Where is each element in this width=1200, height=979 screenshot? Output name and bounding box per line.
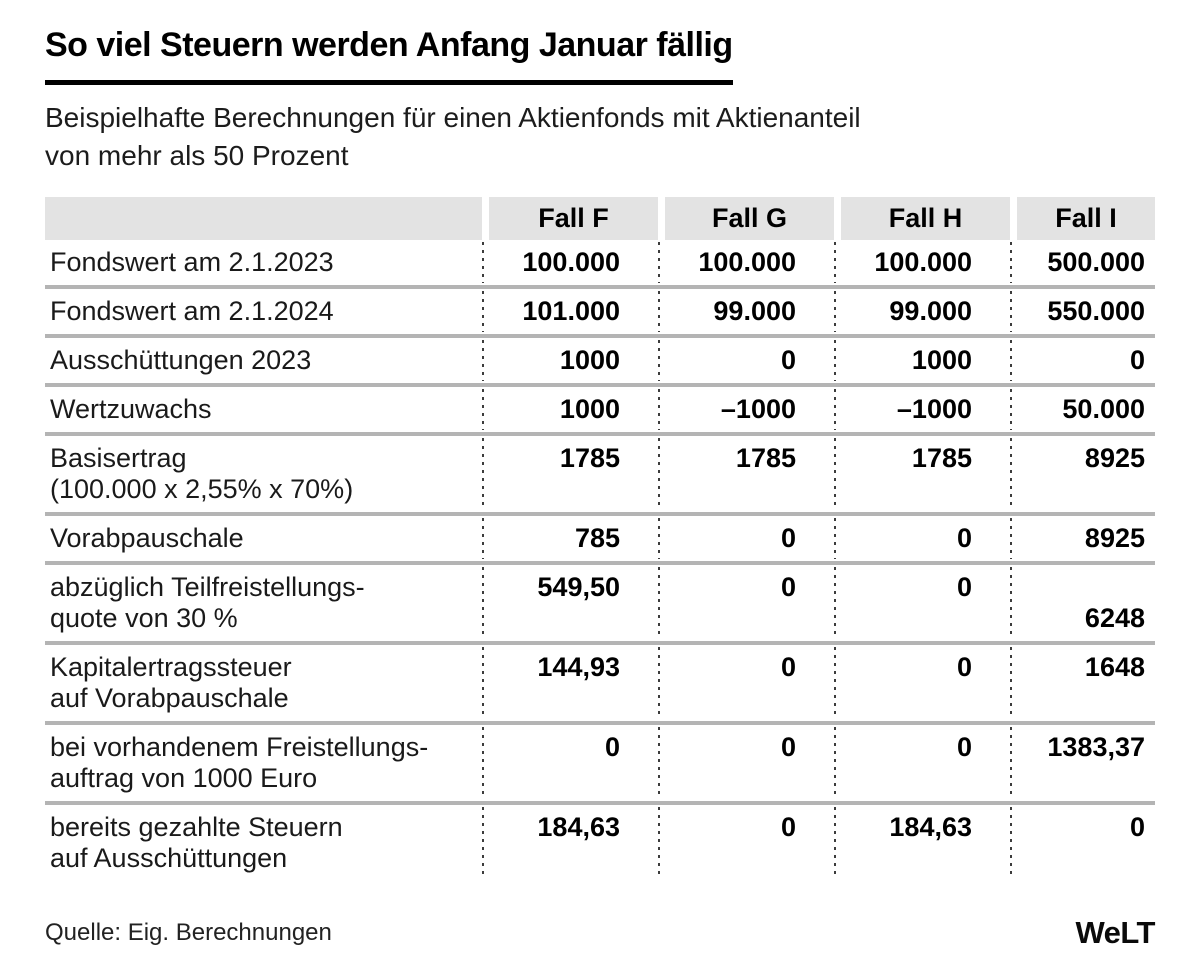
value-cell: 144,93 [482,647,658,720]
chart-subtitle: Beispielhafte Berechnungen für einen Akt… [45,102,861,172]
row-label: abzüglich Teilfreistellungs- quote von 3… [50,572,365,634]
value-cell: 50.000 [1010,389,1155,431]
value-cell: 1000 [834,340,1010,382]
value-cell: 0 [482,727,658,800]
row-label: Ausschüttungen 2023 [50,345,312,376]
row-label: Basisertrag (100.000 x 2,55% x 70%) [50,443,354,505]
row-label: bereits gezahlte Steuern auf Ausschüttun… [50,812,343,874]
table-row: Fondswert am 2.1.2023 100.000 100.000 10… [45,240,1155,285]
row-label: Kapitalertragssteuer auf Vorabpauschale [50,652,292,714]
value-cell: –1000 [834,389,1010,431]
row-label: Fondswert am 2.1.2023 [50,247,334,278]
welt-logo: WeLT [1075,915,1155,951]
value-cell: 8925 [1010,438,1155,511]
value-cell: 1383,37 [1010,727,1155,800]
value-cell: 0 [1010,340,1155,382]
value-cell: 0 [658,340,834,382]
value-cell: 785 [482,518,658,560]
value-cell: 184,63 [482,807,658,877]
value-cell: 1648 [1010,647,1155,720]
value-cell: 1785 [834,438,1010,511]
value-cell: 100.000 [834,242,1010,284]
value-cell: 1785 [482,438,658,511]
chart-footer: Quelle: Eig. Berechnungen WeLT [45,915,1155,951]
value-cell: 0 [658,727,834,800]
table-row: bei vorhandenem Freistellungs- auftrag v… [45,721,1155,801]
value-cell: 99.000 [658,291,834,333]
value-cell: 500.000 [1010,242,1155,284]
row-label: Fondswert am 2.1.2024 [50,296,334,327]
value-cell: 0 [834,727,1010,800]
table-row: Kapitalertragssteuer auf Vorabpauschale … [45,641,1155,721]
value-cell: 0 [658,647,834,720]
value-cell: 550.000 [1010,291,1155,333]
value-cell: 0 [1010,807,1155,877]
value-cell: 6248 [1010,567,1155,640]
table-row: Fondswert am 2.1.2024 101.000 99.000 99.… [45,285,1155,334]
value-cell: 1000 [482,340,658,382]
row-label: Vorabpauschale [50,523,244,554]
table-row: Wertzuwachs 1000 –1000 –1000 50.000 [45,383,1155,432]
table-row: Vorabpauschale 785 0 0 8925 [45,512,1155,561]
value-cell: 100.000 [658,242,834,284]
column-header-empty [45,197,482,241]
value-cell: 184,63 [834,807,1010,877]
chart-title: So viel Steuern werden Anfang Januar fäl… [45,26,733,86]
value-cell: 0 [658,567,834,640]
value-cell: 100.000 [482,242,658,284]
value-cell: 0 [834,518,1010,560]
row-label: Wertzuwachs [50,394,212,425]
value-cell: 8925 [1010,518,1155,560]
value-cell: 101.000 [482,291,658,333]
table-header-row: Fall F Fall G Fall H Fall I [45,197,1155,241]
row-label: bei vorhandenem Freistellungs- auftrag v… [50,732,429,794]
value-cell: 549,50 [482,567,658,640]
value-cell: 0 [658,518,834,560]
source-note: Quelle: Eig. Berechnungen [45,919,332,947]
value-cell: 1000 [482,389,658,431]
value-cell: 99.000 [834,291,1010,333]
table-row: bereits gezahlte Steuern auf Ausschüttun… [45,801,1155,881]
value-cell: 1785 [658,438,834,511]
column-header-fall-h: Fall H [834,197,1010,241]
column-header-fall-g: Fall G [658,197,834,241]
value-cell: 0 [658,807,834,877]
column-header-fall-i: Fall I [1010,197,1155,241]
column-header-fall-f: Fall F [482,197,658,241]
chart-header: So viel Steuern werden Anfang Januar fäl… [45,26,1155,175]
value-cell: –1000 [658,389,834,431]
table-row: Ausschüttungen 2023 1000 0 1000 0 [45,334,1155,383]
value-cell: 0 [834,647,1010,720]
tax-table: Fall F Fall G Fall H Fall I Fondswert am… [45,197,1155,881]
table-row: Basisertrag (100.000 x 2,55% x 70%) 1785… [45,432,1155,512]
value-cell: 0 [834,567,1010,640]
table-row: abzüglich Teilfreistellungs- quote von 3… [45,561,1155,641]
